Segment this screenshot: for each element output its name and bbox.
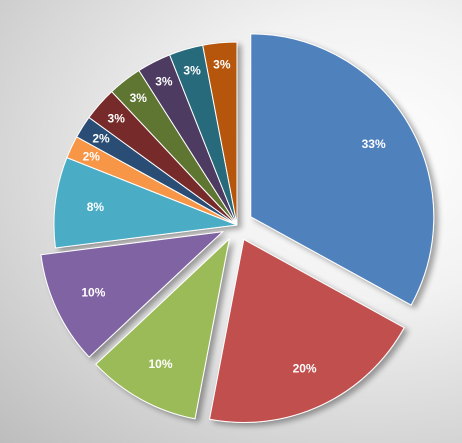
slice-label-11: 3%: [183, 63, 201, 77]
slice-label-2: 20%: [293, 362, 317, 376]
pie-slice-3: [95, 237, 231, 420]
pie-slice-1: [250, 33, 435, 306]
pie-slice-12: [202, 41, 238, 226]
slice-label-7: 2%: [92, 132, 110, 146]
pie-slices: [40, 33, 435, 423]
slice-label-4: 10%: [81, 286, 105, 300]
slice-label-10: 3%: [155, 75, 173, 89]
slice-label-3: 10%: [149, 357, 173, 371]
pie-slice-4: [40, 231, 224, 358]
pie-slice-2: [208, 238, 405, 423]
slice-label-1: 33%: [362, 137, 386, 151]
slice-label-8: 3%: [108, 112, 126, 126]
slice-label-9: 3%: [130, 91, 148, 105]
slice-label-12: 3%: [213, 58, 231, 72]
pie-slice-5: [53, 156, 238, 249]
pie-labels: 33% 20% 10% 10% 8% 2% 2% 3% 3% 3% 3% 3%: [81, 58, 386, 376]
slice-label-5: 8%: [87, 200, 105, 214]
slice-label-6: 2%: [83, 149, 101, 163]
